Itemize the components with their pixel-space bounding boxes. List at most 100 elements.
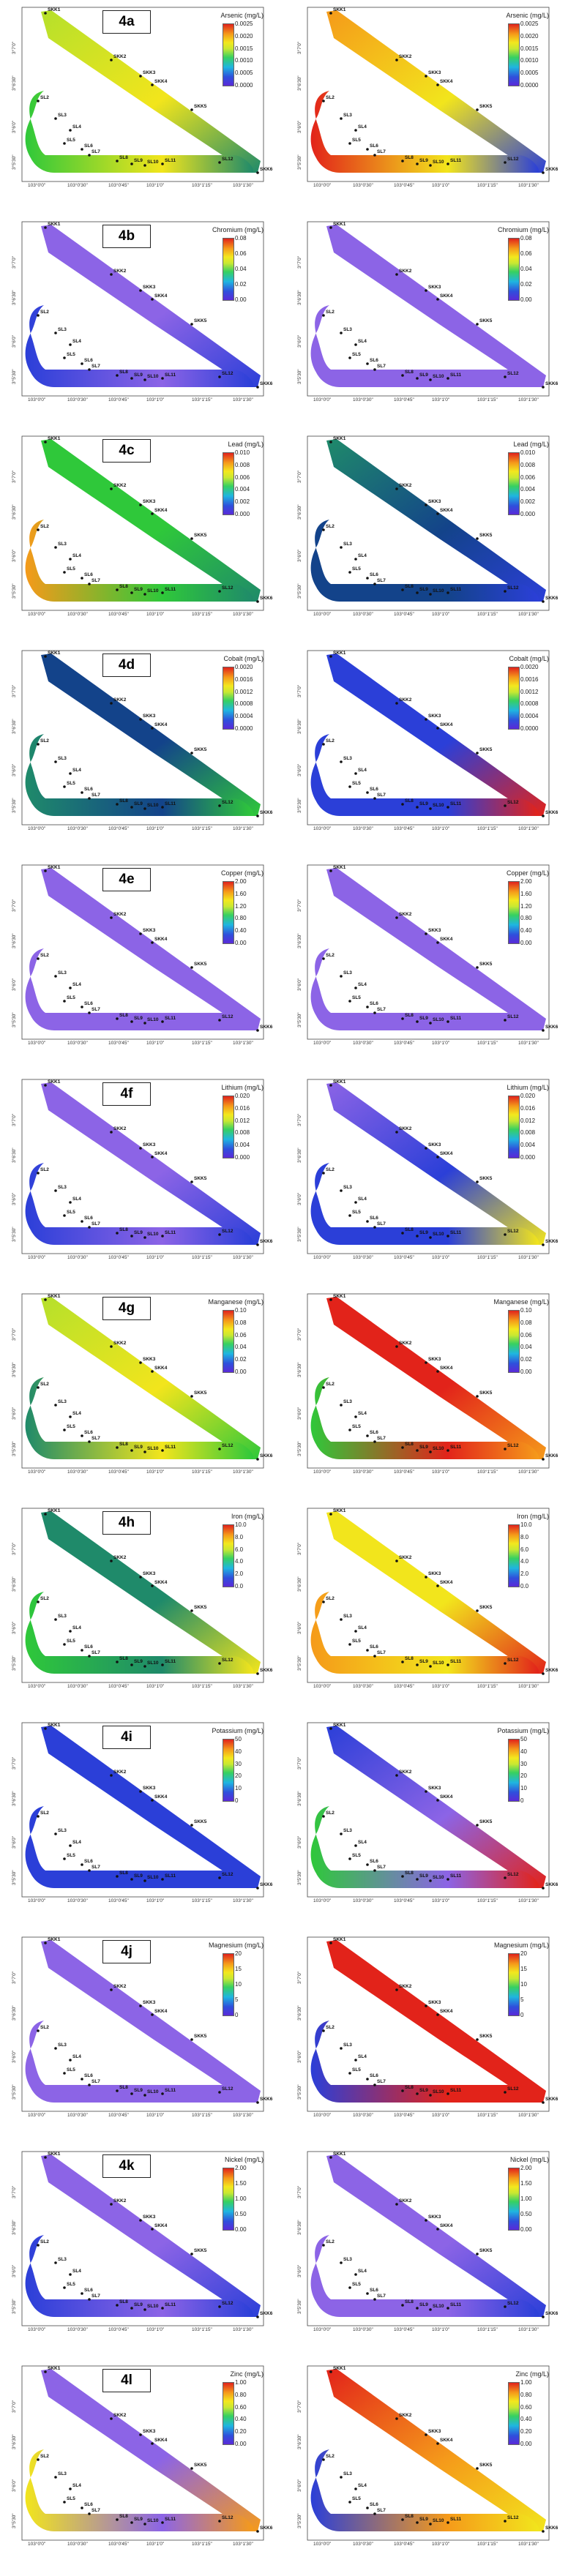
station-label: SKK4 — [440, 1580, 453, 1585]
station-marker — [88, 368, 91, 371]
station-marker — [340, 1832, 343, 1835]
station-label: SL6 — [84, 2288, 93, 2293]
station-label: SKK3 — [428, 285, 441, 290]
y-axis-tick: 3°6'30" — [12, 933, 17, 948]
station-marker — [161, 1020, 164, 1023]
river-corridor-lower — [310, 91, 539, 173]
station-label: SL6 — [370, 1430, 378, 1435]
station-label: SKK3 — [428, 1786, 441, 1791]
station-label: SL7 — [91, 1221, 100, 1227]
station-marker — [542, 171, 545, 174]
x-axis-tick: 103°1'15" — [477, 183, 498, 188]
station-marker — [139, 2433, 142, 2436]
station-marker — [256, 1243, 259, 1246]
x-axis-tick: 103°0'45" — [108, 1684, 129, 1689]
station-marker — [504, 590, 507, 593]
legend-color-bar — [508, 1310, 520, 1373]
x-axis-tick: 103°0'0" — [28, 397, 46, 402]
legend-tick: 0.0000 — [520, 725, 539, 732]
station-label: SKK6 — [260, 1668, 273, 1673]
station-marker — [354, 129, 357, 132]
station-label: SKK5 — [479, 747, 493, 752]
station-marker — [542, 600, 545, 603]
station-marker — [256, 815, 259, 817]
x-axis-tick: 103°0'0" — [313, 1255, 332, 1260]
x-axis-tick: 103°1'30" — [518, 2113, 539, 2118]
legend-tick: 0.0016 — [235, 675, 253, 683]
color-scale-legend: Magnesium (mg/L) 20 15 10 5 0 — [209, 1942, 264, 2022]
station-label: SKK5 — [194, 1176, 207, 1181]
river-corridor-lower — [310, 305, 539, 387]
station-label: SL2 — [326, 1382, 335, 1387]
legend-tick: 0.06 — [520, 1331, 532, 1338]
legend-tick: 0.0015 — [235, 45, 253, 52]
station-marker — [542, 2101, 545, 2104]
station-marker — [322, 1600, 325, 1603]
station-marker — [116, 2518, 119, 2521]
station-label: SL11 — [450, 1659, 462, 1664]
station-label: SL9 — [134, 372, 143, 378]
station-label: SL8 — [405, 2299, 414, 2304]
station-label: SKK3 — [428, 1357, 441, 1362]
station-label: SL9 — [419, 587, 428, 592]
y-axis-tick: 3°7'0" — [297, 1757, 302, 1770]
station-marker — [416, 1878, 419, 1881]
station-label: SL6 — [370, 1001, 378, 1006]
x-axis-tick: 103°1'0" — [432, 1041, 450, 1046]
station-marker — [37, 314, 40, 317]
station-marker — [54, 1618, 57, 1621]
legend-tick: 0.000 — [235, 511, 250, 517]
legend-tick: 0.0000 — [520, 82, 539, 89]
station-label: SL4 — [358, 768, 367, 773]
station-marker — [373, 368, 376, 371]
station-label: SKK3 — [143, 285, 156, 290]
station-label: SKK3 — [143, 928, 156, 933]
station-label: SL2 — [326, 524, 335, 529]
station-marker — [151, 1799, 154, 1802]
station-marker — [366, 1863, 369, 1866]
x-axis-tick: 103°0'30" — [353, 1469, 373, 1475]
legend-tick: 0.004 — [520, 1142, 536, 1149]
station-label: SL7 — [91, 2294, 100, 2299]
interpolation-map — [307, 864, 550, 1040]
y-axis-tick: 3°5'30" — [12, 583, 17, 599]
station-marker — [322, 2029, 325, 2032]
station-label: SL10 — [433, 1875, 444, 1880]
map-panel-4b-right: SKK1 SKK2 SKK3 SKK4 SKK5 SL2 SL3 SL4 SL5 SL6 SL7 SL… — [285, 214, 568, 429]
station-marker — [110, 916, 113, 919]
map-panel-4e-left: SKK1 SKK2 SKK3 SKK4 SKK5 SL2 SL3 SL4 SL5 SL6 SL7 SL… — [0, 858, 283, 1072]
x-axis-tick: 103°1'30" — [233, 2113, 253, 2118]
station-label: SL9 — [419, 2517, 428, 2522]
legend-tick: 0.40 — [235, 927, 247, 935]
y-axis-tick: 3°6'30" — [12, 2005, 17, 2021]
station-marker — [476, 1180, 479, 1183]
station-label: SL4 — [358, 2269, 367, 2274]
station-marker — [322, 2244, 325, 2247]
y-axis-tick: 3°7'0" — [12, 1972, 17, 1984]
station-marker — [340, 1189, 343, 1192]
station-marker — [366, 791, 369, 794]
station-marker — [81, 791, 83, 794]
station-marker — [436, 1584, 439, 1587]
legend-tick: 5 — [520, 1996, 524, 2003]
x-axis-tick: 103°1'30" — [518, 1041, 539, 1046]
station-marker — [63, 1000, 66, 1003]
station-label: SL11 — [165, 1230, 176, 1235]
x-axis-tick: 103°0'45" — [394, 2327, 414, 2332]
x-axis-tick: 103°1'15" — [192, 1041, 212, 1046]
station-marker — [373, 583, 376, 585]
x-axis-tick: 103°1'30" — [233, 2327, 253, 2332]
station-marker — [63, 2286, 66, 2289]
legend-tick: 0.0000 — [235, 82, 253, 89]
station-marker — [130, 1449, 133, 1452]
station-marker — [542, 1458, 545, 1461]
station-marker — [190, 1395, 193, 1398]
station-marker — [322, 1386, 325, 1389]
legend-tick: 4.0 — [520, 1558, 529, 1565]
figure-label: 4j — [102, 1940, 151, 1963]
station-marker — [476, 537, 479, 540]
station-marker — [401, 1875, 404, 1878]
y-axis-tick: 3°6'0" — [297, 550, 302, 562]
station-label: SL7 — [377, 793, 386, 798]
x-axis-tick: 103°1'0" — [146, 1898, 165, 1903]
